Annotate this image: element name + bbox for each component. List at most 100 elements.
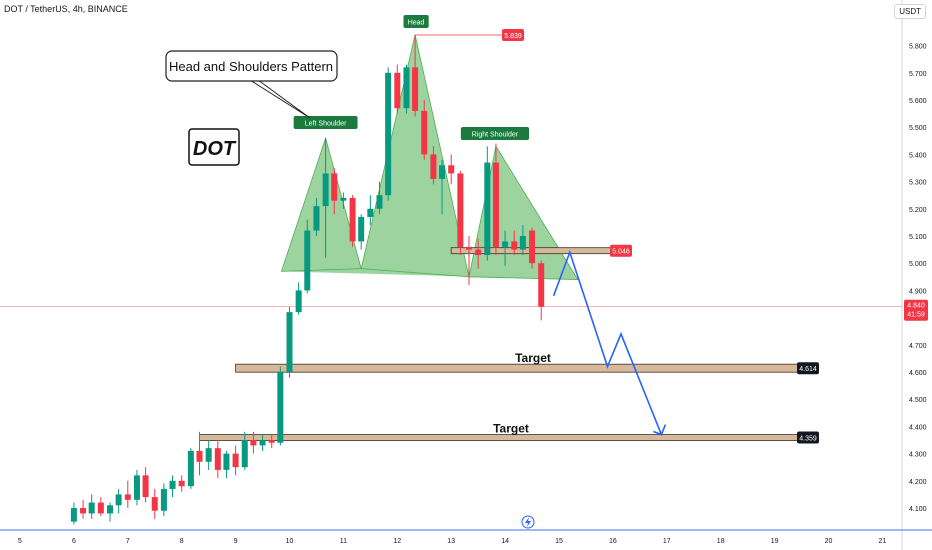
left-shoulder-label-bg — [293, 116, 358, 129]
candle-body — [358, 216, 365, 242]
candle-body — [286, 312, 293, 372]
time-tick-label: 8 — [180, 538, 184, 545]
candle-body — [457, 173, 464, 247]
candle-body — [538, 263, 545, 307]
target1-price-tag: 4.614 — [799, 366, 817, 373]
current-price-tag-bg — [904, 299, 928, 321]
head-label-bg — [403, 15, 429, 28]
candle-body — [511, 241, 518, 250]
time-tick-label: 11 — [340, 538, 347, 545]
time-tick-label: 7 — [126, 538, 130, 545]
price-tick-label: 5.200 — [909, 207, 927, 214]
price-tick-label: 5.400 — [909, 152, 927, 159]
candle-body — [448, 165, 455, 174]
projection-path — [552, 249, 663, 435]
candle-body — [295, 290, 302, 313]
price-tick-label: 5.700 — [909, 71, 927, 78]
target2-price-tag: 4.359 — [799, 436, 817, 443]
symbol-box — [188, 128, 240, 166]
candle-body — [70, 508, 77, 522]
price-tick-label: 5.500 — [909, 125, 927, 132]
time-tick-label: 12 — [393, 538, 401, 545]
price-tick-label: 4.500 — [909, 397, 927, 404]
candle-body — [475, 249, 482, 256]
candle-body — [529, 230, 536, 264]
annotation-labels: Left Shoulder Head Right Shoulder Head and … — [165, 15, 551, 436]
candle-body — [340, 197, 347, 201]
head-price-tag: 5.839 — [504, 33, 522, 40]
candle-body — [178, 480, 185, 487]
head-label: Head — [408, 20, 425, 27]
target1-label: Target — [515, 351, 551, 365]
price-tick-label: 4.400 — [909, 424, 927, 431]
price-tick-label: 4.100 — [909, 506, 927, 513]
price-tags: 5.839 5.046 4.614 4.359 4.840 41:59 — [502, 28, 928, 529]
candle-body — [367, 208, 374, 217]
candle-body — [484, 162, 491, 256]
candle-body — [196, 450, 203, 462]
candle-body — [412, 67, 419, 111]
candle-body — [250, 440, 257, 446]
time-tick-label: 5 — [18, 538, 22, 545]
candle-body — [223, 453, 230, 470]
candle-body — [259, 440, 266, 446]
price-tick-label: 5.600 — [909, 98, 927, 105]
projection-arrow — [552, 249, 667, 436]
callout-pointer — [248, 79, 311, 119]
candle-body — [277, 372, 284, 443]
price-tick-label: 5.800 — [909, 44, 927, 51]
candle-body — [214, 448, 221, 470]
left-shoulder-label: Left Shoulder — [305, 121, 347, 128]
price-tick-label: 5.100 — [909, 234, 927, 241]
candle-body — [331, 173, 338, 201]
time-axis[interactable]: 5 6 7 8 9 10 11 12 13 14 15 16 17 18 19 20 21 — [18, 538, 886, 545]
time-tick-label: 20 — [825, 538, 833, 545]
time-tick-label: 21 — [879, 538, 887, 545]
candle-body — [403, 67, 410, 109]
candle-body — [88, 502, 95, 514]
time-tick-label: 19 — [771, 538, 779, 545]
neckline-price-tag: 5.046 — [612, 249, 630, 256]
candle-body — [394, 72, 401, 109]
lightning-icon — [525, 517, 531, 527]
candle-body — [124, 494, 131, 500]
candle-body — [465, 246, 472, 250]
time-tick-label: 13 — [447, 538, 455, 545]
candle-body — [349, 197, 356, 242]
price-tick-label: 5.300 — [909, 180, 927, 187]
time-tick-label: 17 — [663, 538, 671, 545]
current-price-tag: 4.840 — [907, 303, 925, 310]
candle-body — [322, 173, 329, 207]
candle-body — [187, 450, 194, 487]
candle-body — [151, 497, 158, 511]
currency-label[interactable]: USDT — [894, 4, 926, 19]
candle-body — [169, 480, 176, 489]
right-shoulder-label: Right Shoulder — [472, 132, 519, 139]
callout-box — [165, 50, 338, 82]
neckline-price-tag-bg — [610, 244, 632, 257]
candle-body — [421, 110, 428, 155]
candle-body — [439, 165, 446, 179]
candle-body — [232, 453, 239, 468]
candle-body — [80, 508, 87, 514]
candle-body — [241, 440, 248, 468]
candles — [70, 34, 545, 525]
candle-body — [304, 230, 311, 291]
projection-arrowhead — [653, 424, 667, 436]
time-tick-label: 15 — [555, 538, 563, 545]
price-tick-label: 4.700 — [909, 343, 927, 350]
price-axis[interactable]: 4.1004.2004.3004.4004.5004.6004.7004.800… — [909, 44, 927, 513]
neckline-band — [281, 268, 578, 280]
countdown-tag: 41:59 — [907, 312, 925, 319]
time-tick-label: 16 — [609, 538, 617, 545]
candle-body — [268, 440, 275, 443]
price-tick-label: 4.300 — [909, 452, 927, 459]
candle-body — [115, 494, 122, 506]
price-tick-label: 5.000 — [909, 261, 927, 268]
target2-price-tag-bg — [797, 431, 819, 444]
symbol-text: DOT — [193, 138, 237, 160]
price-tick-label: 4.900 — [909, 288, 927, 295]
candle-body — [160, 488, 167, 511]
candle-body — [107, 505, 114, 514]
